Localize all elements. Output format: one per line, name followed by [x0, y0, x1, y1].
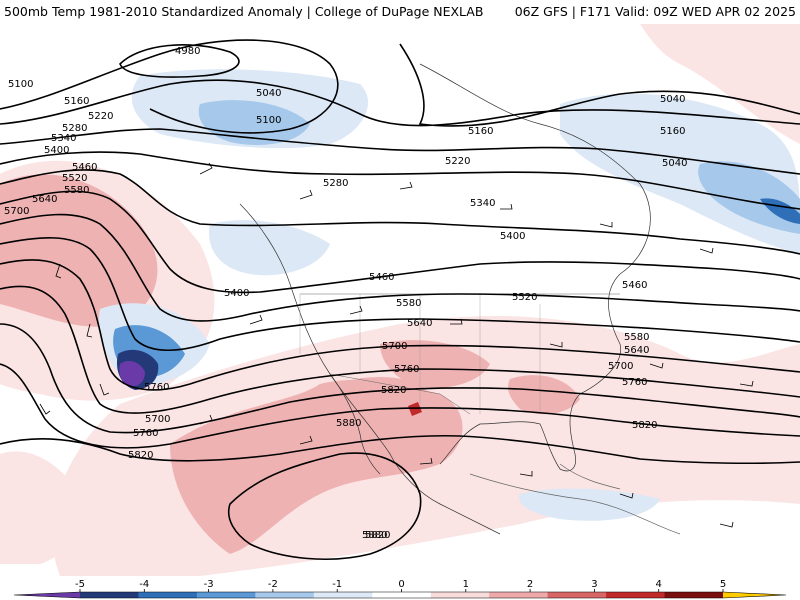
colorbar-tick-label: -4 [139, 579, 149, 590]
colorbar-segment [255, 592, 315, 598]
colorbar-tick-label: -3 [204, 579, 214, 590]
contour-label: 5460 [622, 280, 647, 291]
contour-label: 5580 [624, 332, 649, 343]
model-run-info: 06Z GFS | F171 Valid: 09Z WED APR 02 202… [514, 4, 796, 19]
colorbar-arrow-left [14, 592, 80, 598]
contour-label: 5280 [62, 123, 87, 134]
contour-label: 5160 [660, 126, 685, 137]
colorbar-segment [547, 592, 607, 598]
contour-label: 5160 [468, 126, 493, 137]
contour-labels: 4980 5040 5040 5040 5100 5100 5160 5160 … [4, 46, 687, 541]
colorbar-segment [430, 592, 490, 598]
colorbar-segments [13, 591, 787, 599]
contour-label: 5700 [4, 206, 29, 217]
contour-label: 5640 [407, 318, 432, 329]
colorbar-tick-label: 0 [398, 579, 404, 590]
contour-label: 5400 [224, 288, 249, 299]
contour-label: 5700 [382, 341, 407, 352]
contour-label: 5760 [133, 428, 158, 439]
colorbar-tick-label: 5 [720, 579, 726, 590]
contour-label: 4980 [175, 46, 200, 57]
contour-label: 5700 [145, 414, 170, 425]
map-title: 500mb Temp 1981-2010 Standardized Anomal… [4, 4, 484, 19]
colorbar-segment [489, 592, 549, 598]
contour-label: 5640 [624, 345, 649, 356]
contour-label: 5040 [662, 158, 687, 169]
contour-label: 5640 [32, 194, 57, 205]
contour-label: 5040 [660, 94, 685, 105]
contour-label: 5820 [632, 420, 657, 431]
colorbar-segment [80, 592, 139, 598]
colorbar-tick-label: -2 [268, 579, 278, 590]
contour-label: 5880 [336, 418, 361, 429]
contour-label: 5040 [256, 88, 281, 99]
contour-label: 5400 [44, 145, 69, 156]
contour-label: 5100 [256, 115, 281, 126]
contour-label: 5760 [144, 382, 169, 393]
contour-label: 5760 [394, 364, 419, 375]
contour-label: 5400 [500, 231, 525, 242]
colorbar-segment [138, 592, 198, 598]
colorbar-tick-label: -5 [75, 579, 85, 590]
contour-label: 5460 [72, 162, 97, 173]
map-area: 4980 5040 5040 5040 5100 5100 5160 5160 … [0, 24, 800, 576]
height-contours [0, 39, 800, 560]
colorbar-tick-label: -1 [332, 579, 342, 590]
contour-label: 5340 [470, 198, 495, 209]
contour-label: 5580 [64, 185, 89, 196]
contour-label: 5820 [128, 450, 153, 461]
contour-label: 5220 [88, 111, 113, 122]
contour-label: 5520 [62, 173, 87, 184]
colorbar-tick-label: 3 [591, 579, 597, 590]
contour-label: 5880 [362, 530, 387, 541]
colorbar-tick-label: 4 [656, 579, 662, 590]
contour-label: 5820 [365, 530, 390, 541]
colorbar-segment [196, 592, 256, 598]
colorbar-ticks: -5 -4 -3 -2 -1 0 1 2 3 4 5 [75, 579, 726, 592]
colorbar-segment [313, 592, 373, 598]
contour-label: 5580 [396, 298, 421, 309]
contour-label: 5100 [8, 79, 33, 90]
colorbar-arrow-right [723, 592, 786, 598]
contour-label: 5460 [369, 272, 394, 283]
colorbar-tick-label: 2 [527, 579, 533, 590]
colorbar-tick-label: 1 [463, 579, 469, 590]
header: 500mb Temp 1981-2010 Standardized Anomal… [0, 0, 800, 24]
wind-barbs [39, 162, 754, 528]
contour-label: 5760 [622, 377, 647, 388]
contour-label: 5820 [381, 385, 406, 396]
contour-label: 5220 [445, 156, 470, 167]
colorbar-segment [664, 592, 724, 598]
contour-label: 5340 [51, 133, 76, 144]
contour-label: 5160 [64, 96, 89, 107]
contour-label: 5700 [608, 361, 633, 372]
contour-label: 5520 [512, 292, 537, 303]
anomaly-colorbar: -5 -4 -3 -2 -1 0 1 2 3 4 5 [13, 579, 787, 599]
colorbar-segment [372, 592, 432, 598]
contour-label: 5280 [323, 178, 348, 189]
colorbar-segment [606, 592, 666, 598]
anomaly-shading [0, 24, 800, 576]
